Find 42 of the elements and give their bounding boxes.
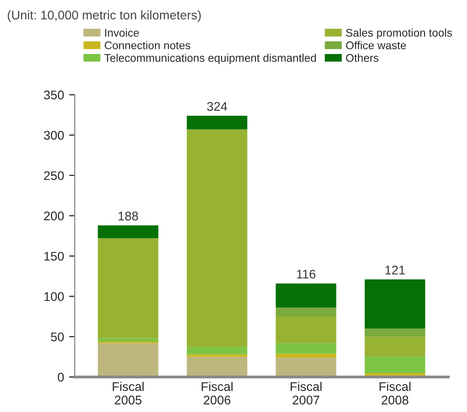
x-tick-label: Fiscal 2008 (380, 382, 410, 404)
x-tick-label: Fiscal 2007 (290, 382, 322, 404)
bar (186, 356, 248, 377)
total-label: 324 (207, 102, 228, 111)
legend-label: Connection notes (104, 41, 190, 50)
bar (364, 279, 426, 329)
total-label: 121 (385, 266, 405, 274)
total-label: 188 (118, 212, 138, 220)
legend-label: Others (346, 54, 378, 62)
bar (276, 316, 336, 344)
legend-label: Sales promotion tools (346, 28, 452, 39)
bar (276, 343, 336, 354)
y-tick-label: 150 (44, 252, 64, 261)
bar (98, 343, 158, 377)
y-tick-label: 0 (58, 372, 64, 382)
x-tick-label: Fiscal 2006 (202, 382, 233, 404)
bar (186, 354, 248, 357)
bar (98, 238, 158, 338)
y-tick-label: 50 (50, 332, 64, 342)
bar (276, 283, 336, 308)
bar (364, 336, 426, 357)
legend-label: Invoice (105, 28, 139, 37)
bar (186, 116, 248, 130)
y-tick-label: 250 (44, 171, 64, 180)
total-label: 116 (296, 270, 316, 279)
text: (Unit: 10,000 metric ton kilometers) (8, 10, 201, 22)
y-tick-label: 350 (44, 90, 64, 100)
x-tick-label: Fiscal 2005 (112, 382, 144, 404)
bar (98, 225, 158, 238)
bar (364, 356, 426, 373)
bar (276, 354, 336, 358)
bar (364, 328, 426, 337)
bar (276, 308, 336, 317)
bar (186, 129, 248, 348)
legend-label: Telecommunications equipment dismantled (104, 54, 316, 64)
y-tick-label: 100 (44, 292, 64, 301)
bar (98, 338, 158, 342)
bar (186, 347, 248, 354)
y-tick-label: 200 (44, 212, 64, 220)
y-tick-label: 300 (44, 130, 64, 140)
legend-label: Office waste (346, 41, 406, 50)
bar (276, 358, 336, 377)
